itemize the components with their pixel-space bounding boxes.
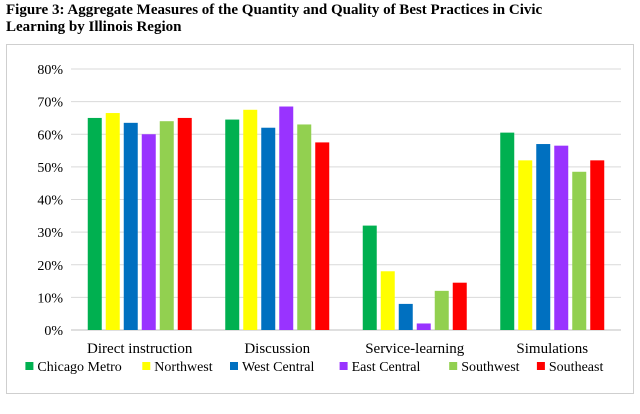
bar-chicago-metro-direct-instruction (87, 117, 102, 330)
y-tick-label: 80% (37, 63, 63, 78)
legend-label-southwest: Southwest (461, 360, 519, 375)
legend-label-chicago-metro: Chicago Metro (37, 360, 121, 375)
bar-southeast-discussion (315, 142, 330, 330)
bar-southeast-service-learning (452, 282, 467, 330)
legend-swatch-southeast (536, 362, 545, 370)
x-category-label: Direct instruction (87, 341, 193, 357)
y-tick-label: 70% (37, 96, 63, 111)
bar-southwest-direct-instruction (159, 121, 174, 330)
bar-southwest-discussion (297, 124, 312, 331)
bar-chicago-metro-discussion (225, 119, 240, 330)
bar-west-central-simulations (536, 144, 551, 330)
bar-east-central-simulations (554, 145, 569, 330)
bar-chart: 0% 10% 20% 30% 40% 50% 60% 70% 80% Direct instruc… (25, 63, 621, 375)
x-category-label: Simulations (516, 341, 588, 357)
legend-label-west-central: West Central (242, 360, 314, 375)
bar-southwest-service-learning (434, 290, 449, 330)
bar-southeast-simulations (590, 160, 605, 330)
bar-northwest-service-learning (380, 271, 395, 330)
bar-southwest-simulations (572, 171, 587, 330)
figure-title: Figure 3: Aggregate Measures of the Quan… (6, 2, 606, 36)
legend-swatch-east-central (339, 362, 348, 370)
y-tick-label: 40% (37, 194, 63, 209)
chart-frame: 0% 10% 20% 30% 40% 50% 60% 70% 80% Direct instruc… (6, 44, 634, 394)
bar-east-central-discussion (279, 106, 294, 330)
figure-title-line-1: Figure 3: Aggregate Measures of the Quan… (6, 2, 543, 18)
bar-west-central-direct-instruction (123, 122, 138, 330)
y-tick-label: 50% (37, 161, 63, 176)
figure-title-line-2: Learning by Illinois Region (6, 19, 182, 35)
bar-northwest-simulations (518, 160, 533, 330)
bar-northwest-discussion (243, 109, 258, 330)
x-category-label: Discussion (244, 341, 310, 357)
y-tick-label: 60% (37, 128, 63, 143)
legend-swatch-northwest (142, 362, 151, 370)
legend-swatch-chicago-metro (25, 362, 34, 370)
y-tick-label: 30% (37, 226, 63, 241)
legend-label-east-central: East Central (352, 360, 421, 375)
y-tick-label: 10% (37, 291, 63, 306)
legend-swatch-west-central (230, 362, 238, 370)
legend-label-southeast: Southeast (549, 360, 604, 375)
y-tick-label: 0% (44, 324, 63, 339)
bar-southeast-direct-instruction (177, 117, 192, 330)
x-category-label: Service-learning (365, 341, 465, 357)
y-tick-label: 20% (37, 259, 63, 274)
bar-east-central-direct-instruction (141, 134, 156, 330)
legend-swatch-southwest (449, 362, 458, 370)
legend-label-northwest: Northwest (154, 360, 212, 375)
bar-chicago-metro-service-learning (362, 225, 377, 330)
bar-chicago-metro-simulations (500, 132, 515, 330)
bar-west-central-discussion (261, 127, 276, 330)
bar-east-central-service-learning (416, 323, 431, 330)
bar-west-central-service-learning (398, 303, 413, 330)
bar-northwest-direct-instruction (105, 113, 120, 330)
